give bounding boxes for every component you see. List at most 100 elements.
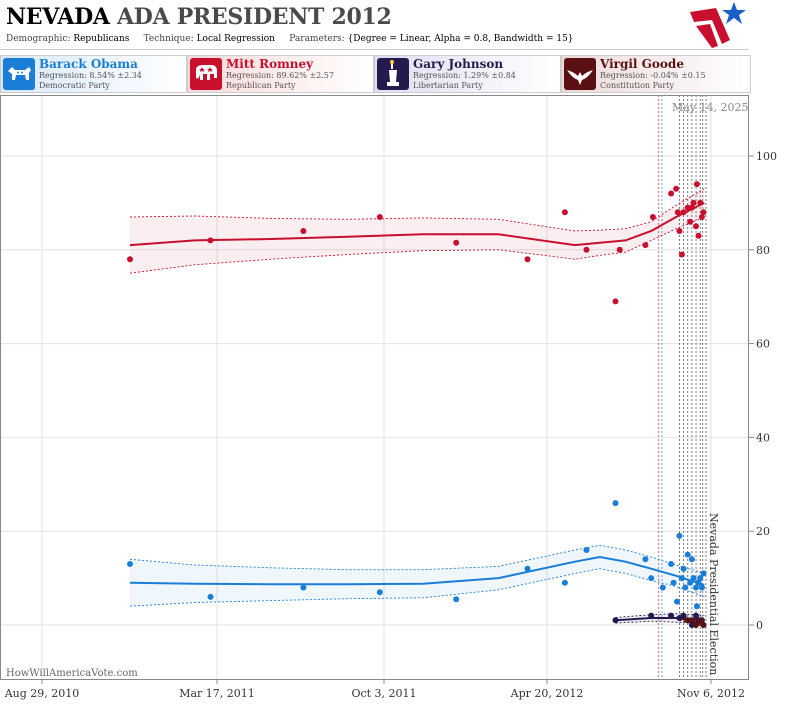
technique-value: Local Regression — [196, 34, 275, 44]
data-point — [674, 209, 681, 216]
data-point — [688, 556, 695, 563]
header: NEVADA ADA PRESIDENT 2012 Demographic: R… — [0, 0, 749, 50]
data-point — [693, 612, 699, 619]
parameters-value: {Degree = Linear, Alpha = 0.8, Bandwidth… — [347, 34, 574, 44]
stars-stripes-logo[interactable] — [686, 0, 748, 50]
candidate-party: Republican Party — [226, 81, 296, 90]
candidate-party: Libertarian Party — [413, 81, 483, 90]
demographic-value: Republicans — [73, 34, 130, 44]
candidate-party: Constitution Party — [600, 81, 674, 90]
data-point — [561, 579, 568, 586]
y-tick-label: 100 — [756, 150, 777, 163]
data-point — [680, 612, 687, 619]
data-point — [583, 246, 590, 253]
data-point — [300, 584, 307, 591]
candidate-regression: Regression: 89.62% ±2.57 — [226, 71, 334, 80]
data-point — [688, 622, 695, 628]
data-points — [127, 181, 707, 628]
data-point — [690, 575, 697, 582]
plot-frame — [0, 95, 749, 680]
y-tick-label: 80 — [756, 244, 770, 257]
x-tick-label: Nov 6, 2012 — [677, 687, 745, 700]
data-point — [612, 500, 619, 507]
datestamp: May 14, 2025 — [672, 101, 749, 114]
data-point — [687, 579, 694, 586]
band-lower — [129, 568, 705, 607]
data-point — [670, 579, 677, 586]
y-tick-label: 60 — [756, 338, 770, 351]
band-upper — [615, 613, 705, 618]
regression-line — [129, 202, 705, 247]
data-point — [207, 237, 214, 244]
data-point — [676, 532, 683, 539]
data-point — [668, 561, 675, 567]
data-point — [524, 256, 531, 263]
data-point — [693, 622, 699, 628]
data-point — [207, 593, 214, 600]
confidence-bands — [129, 188, 705, 627]
candidate-obama[interactable]: Barack Obama Regression: 8.54% ±2.34 Dem… — [0, 55, 187, 93]
data-point — [697, 575, 704, 582]
band-lower — [129, 216, 705, 274]
x-tick-label: Apr 20, 2012 — [510, 687, 584, 700]
data-point — [300, 228, 307, 234]
candidate-regression: Regression: 1.29% ±0.84 — [413, 71, 516, 80]
x-tick-label: Oct 3, 2011 — [351, 687, 416, 700]
grid — [0, 95, 749, 679]
data-point — [680, 565, 687, 572]
data-point — [690, 199, 697, 206]
candidate-romney[interactable]: Mitt Romney Regression: 89.62% ±2.57 Rep… — [187, 55, 374, 93]
data-point — [693, 603, 700, 610]
data-point — [684, 617, 691, 624]
data-point — [674, 598, 680, 605]
y-tick-label: 0 — [756, 619, 763, 632]
subtitle: Demographic: Republicans Technique: Loca… — [6, 34, 574, 44]
data-point — [693, 181, 700, 188]
data-point — [700, 570, 707, 577]
data-point — [673, 185, 680, 192]
data-point — [698, 584, 705, 591]
data-point — [524, 565, 531, 572]
data-point — [561, 209, 568, 216]
data-point — [697, 199, 704, 206]
data-point — [453, 596, 460, 603]
data-point — [127, 561, 133, 567]
axes: 0 20 40 60 80 100 Aug 29, 2010 Mar 17, 2011 Oct … — [0, 95, 777, 700]
watermark: HowWillAmericaVote.com — [6, 668, 138, 679]
candidate-name: Gary Johnson — [413, 57, 504, 71]
candidate-johnson[interactable]: Gary Johnson Regression: 1.29% ±0.84 Lib… — [374, 55, 561, 93]
candidate-goode[interactable]: Virgil Goode Regression: -0.04% ±0.15 Co… — [561, 55, 751, 93]
data-point — [698, 214, 705, 220]
data-point — [678, 251, 685, 258]
data-point — [659, 584, 666, 591]
data-point — [616, 246, 623, 253]
data-point — [688, 617, 695, 624]
elephant-icon — [190, 58, 222, 90]
data-point — [376, 214, 383, 220]
page-title: NEVADA ADA PRESIDENT 2012 — [6, 4, 392, 30]
band-upper — [129, 188, 705, 232]
candidate-name: Virgil Goode — [600, 57, 684, 71]
poll-date-lines — [658, 95, 707, 679]
technique-label: Technique: — [143, 34, 194, 44]
data-point — [697, 617, 704, 624]
y-tick-label: 20 — [756, 525, 770, 538]
data-point — [612, 617, 619, 624]
data-point — [376, 589, 383, 596]
statue-of-liberty-icon — [377, 58, 409, 90]
data-point — [648, 612, 655, 619]
data-point — [684, 204, 691, 211]
parameters-label: Parameters: — [289, 34, 345, 44]
data-point — [700, 622, 707, 628]
header-divider — [0, 49, 749, 50]
data-point — [676, 228, 683, 234]
candidate-name: Mitt Romney — [226, 57, 314, 71]
data-point — [684, 551, 691, 558]
data-point — [695, 579, 702, 586]
data-point — [688, 204, 695, 211]
data-point — [583, 547, 590, 553]
data-point — [453, 239, 460, 246]
state-name: NEVADA — [6, 4, 110, 30]
data-point — [612, 298, 619, 305]
data-point — [693, 223, 699, 230]
